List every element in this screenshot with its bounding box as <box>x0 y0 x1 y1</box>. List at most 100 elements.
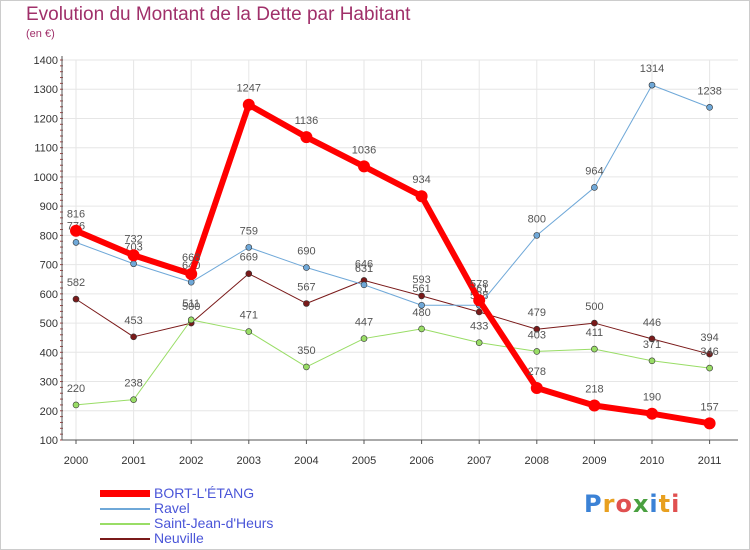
unit-label: (en €) <box>26 28 55 40</box>
data-point-ravel <box>303 264 310 271</box>
data-label-bort-l-tang: 278 <box>528 366 546 378</box>
data-point-bort-l-tang <box>70 224 82 237</box>
data-label-saint-jean-d-heurs: 480 <box>412 307 430 319</box>
data-point-bort-l-tang <box>530 381 543 394</box>
data-label-ravel: 800 <box>528 213 546 225</box>
series-line-bort-l-tang <box>73 101 713 427</box>
data-point-neuville <box>533 325 541 333</box>
data-point-saint-jean-d-heurs <box>130 396 137 403</box>
data-label-neuville: 646 <box>355 258 373 270</box>
data-label-bort-l-tang: 732 <box>124 233 142 245</box>
data-point-saint-jean-d-heurs <box>418 325 425 333</box>
legend-label: Saint-Jean-d'Heurs <box>154 515 274 531</box>
data-label-saint-jean-d-heurs: 403 <box>528 329 546 341</box>
y-tick-label: 1400 <box>34 55 58 67</box>
y-tick-label: 1000 <box>34 172 58 184</box>
data-point-ravel <box>648 81 656 89</box>
series-line-ravel <box>75 84 711 306</box>
data-point-saint-jean-d-heurs <box>187 316 195 324</box>
data-point-bort-l-tang <box>415 190 428 203</box>
series-line-neuville <box>75 273 711 355</box>
data-label-neuville: 567 <box>297 281 315 293</box>
data-point-bort-l-tang <box>646 407 658 420</box>
data-label-bort-l-tang: 578 <box>470 278 488 290</box>
data-point-neuville <box>475 308 483 316</box>
data-label-bort-l-tang: 157 <box>700 401 718 413</box>
data-label-bort-l-tang: 190 <box>643 392 661 404</box>
data-point-ravel <box>706 104 713 111</box>
data-label-neuville: 446 <box>643 317 661 329</box>
data-point-neuville <box>72 295 80 303</box>
x-tick-label: 2000 <box>64 455 88 467</box>
logo-letter: x <box>632 490 650 518</box>
data-point-ravel <box>187 278 195 286</box>
y-tick-label: 1100 <box>34 143 58 155</box>
data-label-neuville: 593 <box>412 274 430 286</box>
data-label-neuville: 479 <box>528 307 546 319</box>
data-point-neuville <box>591 319 598 327</box>
data-point-saint-jean-d-heurs <box>475 339 483 346</box>
data-label-ravel: 1314 <box>640 63 664 75</box>
data-point-ravel <box>418 301 425 309</box>
data-point-ravel <box>245 244 253 251</box>
data-label-saint-jean-d-heurs: 346 <box>700 346 718 358</box>
y-tick-label: 1300 <box>34 84 58 96</box>
legend-item: Ravel <box>100 501 360 516</box>
data-point-ravel <box>591 184 598 191</box>
data-point-neuville <box>706 350 713 358</box>
data-point-bort-l-tang <box>127 249 140 262</box>
x-tick-label: 2006 <box>409 455 433 467</box>
data-label-neuville: 500 <box>585 301 603 313</box>
chart-legend: BORT-L'ÉTANG Ravel Saint-Jean-d'Heurs Neuvi… <box>100 486 360 546</box>
data-label-bort-l-tang: 816 <box>67 209 85 221</box>
data-point-bort-l-tang <box>473 294 486 307</box>
x-tick-label: 2008 <box>525 455 549 467</box>
y-tick-label: 200 <box>40 406 58 418</box>
data-point-bort-l-tang <box>242 98 255 111</box>
data-label-saint-jean-d-heurs: 371 <box>643 339 661 351</box>
data-label-ravel: 759 <box>240 225 258 237</box>
data-point-saint-jean-d-heurs <box>245 328 253 335</box>
legend-swatch <box>100 538 150 540</box>
proxiti-logo: Proxiti <box>584 490 680 518</box>
x-tick-label: 2010 <box>640 455 664 467</box>
y-tick-label: 500 <box>40 318 58 330</box>
data-point-saint-jean-d-heurs <box>303 363 310 371</box>
data-label-saint-jean-d-heurs: 238 <box>124 378 142 390</box>
data-point-ravel <box>130 260 137 268</box>
y-tick-label: 100 <box>40 435 58 447</box>
logo-letter: o <box>615 490 633 518</box>
data-point-ravel <box>72 239 80 246</box>
legend-item: Neuville <box>100 531 360 546</box>
legend-label: Neuville <box>154 530 204 546</box>
data-point-saint-jean-d-heurs <box>533 348 541 355</box>
data-label-ravel: 964 <box>585 165 603 177</box>
logo-letter: P <box>584 490 603 518</box>
data-label-bort-l-tang: 1136 <box>295 115 319 127</box>
data-point-saint-jean-d-heurs <box>706 364 713 372</box>
x-tick-label: 2002 <box>179 455 203 467</box>
data-label-ravel: 631 <box>355 263 373 275</box>
data-label-saint-jean-d-heurs: 511 <box>182 298 200 310</box>
data-point-bort-l-tang <box>300 131 313 144</box>
data-label-ravel: 561 <box>412 283 430 295</box>
chart-title: Evolution du Montant de la Dette par Hab… <box>26 4 411 25</box>
data-label-bort-l-tang: 1247 <box>237 83 261 95</box>
x-tick-label: 2009 <box>582 455 606 467</box>
legend-item: Saint-Jean-d'Heurs <box>100 516 360 531</box>
y-tick-label: 800 <box>40 230 58 242</box>
data-point-ravel <box>533 232 541 239</box>
data-label-neuville: 500 <box>182 301 200 313</box>
data-label-saint-jean-d-heurs: 220 <box>67 383 85 395</box>
data-point-bort-l-tang <box>185 267 198 280</box>
legend-swatch <box>100 523 150 525</box>
x-tick-label: 2003 <box>237 455 261 467</box>
data-label-bort-l-tang: 1036 <box>352 144 376 156</box>
data-point-saint-jean-d-heurs <box>72 401 80 409</box>
data-label-bort-l-tang: 218 <box>585 384 603 396</box>
data-label-saint-jean-d-heurs: 433 <box>470 321 488 333</box>
x-tick-label: 2004 <box>294 455 318 467</box>
